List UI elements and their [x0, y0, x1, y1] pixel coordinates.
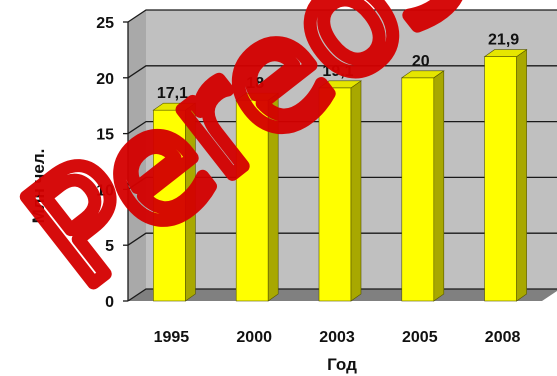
x-tick-label: 2008 [485, 329, 521, 346]
bar-front [318, 87, 352, 302]
y-tick-label: 15 [96, 127, 114, 144]
bar-top [483, 49, 528, 57]
bar [318, 80, 362, 302]
bar-front [401, 77, 435, 302]
x-tick-label: 2000 [236, 329, 272, 346]
bar [235, 92, 280, 302]
x-tick-label: 1995 [154, 329, 190, 346]
y-tick-label: 0 [105, 294, 114, 311]
y-axis-ticks: 0 5 10 15 20 25 [96, 15, 128, 311]
y-tick-label: 5 [105, 238, 114, 255]
bar-side [516, 49, 527, 302]
bar-top [318, 80, 362, 89]
bar-side [433, 70, 445, 302]
x-tick-label: 2003 [319, 329, 355, 346]
gridline [127, 9, 557, 23]
x-axis-ticks: 1995 2000 2003 2005 2008 [154, 329, 521, 346]
data-label: 21,9 [488, 32, 519, 49]
bar-top [152, 102, 197, 111]
bar-top [400, 70, 445, 79]
y-axis-title: Млн чел. [29, 149, 48, 224]
y-tick-label: 10 [96, 182, 114, 199]
data-label: 18 [246, 75, 264, 92]
x-tick-label: 2005 [402, 329, 438, 346]
bar [400, 70, 445, 302]
bar-front [484, 56, 517, 302]
bar-top [235, 92, 280, 101]
side-wall [128, 10, 146, 301]
bar [152, 102, 197, 302]
bars [152, 49, 528, 302]
gridline [127, 65, 557, 79]
bar [483, 49, 528, 302]
data-label: 19,1 [322, 63, 353, 80]
data-labels: 17,1 18 19,1 20 21,9 [157, 32, 519, 103]
y-tick-label: 25 [96, 15, 114, 32]
y-tick-label: 20 [96, 71, 114, 88]
data-label: 17,1 [157, 85, 188, 102]
x-axis-title: Год [327, 355, 357, 374]
data-label: 20 [412, 53, 430, 70]
